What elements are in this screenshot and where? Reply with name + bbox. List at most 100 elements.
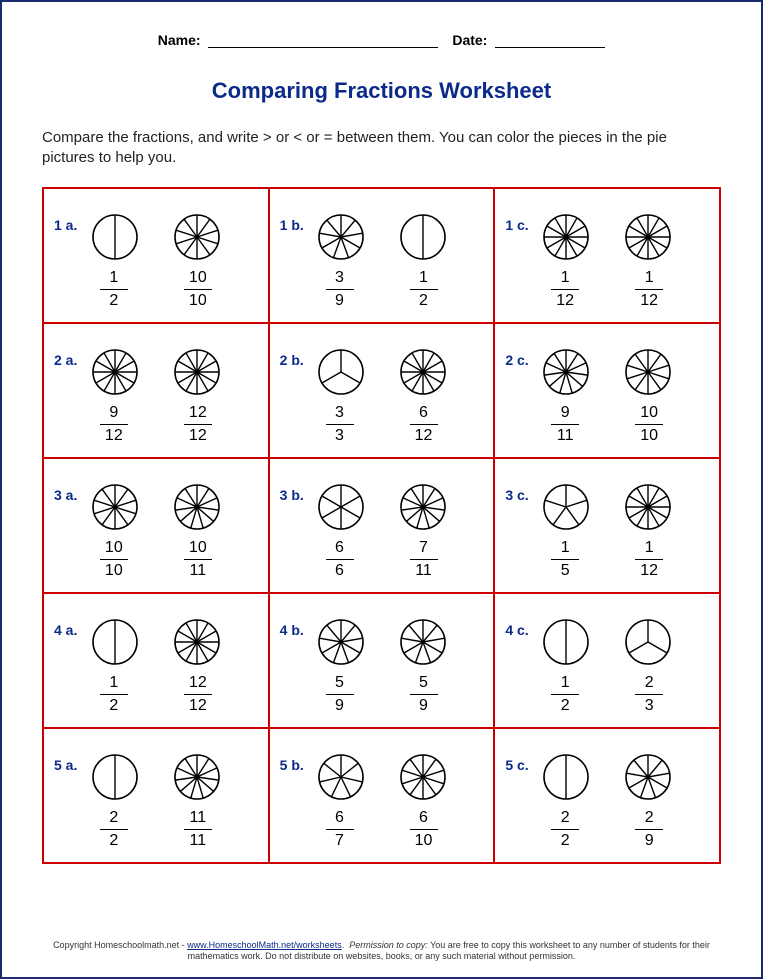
pie-icon [624,348,672,396]
fraction-denominator: 10 [100,559,128,580]
fraction-numerator: 1 [540,539,590,559]
header-line: Name: Date: [42,32,721,48]
pie-icon [624,618,672,666]
fraction-numerator: 6 [399,404,449,424]
fraction: 1 2 [540,674,590,715]
fraction-numerator: 1 [89,674,139,694]
pie-icon [317,213,365,261]
fraction-denominator: 3 [635,694,663,715]
pie-icon [91,483,139,531]
problem-grid: 1 a. 1 2 10 10 1 b. [42,187,721,864]
fraction-numerator: 1 [540,269,590,289]
date-label: Date: [452,32,487,48]
fraction-denominator: 12 [100,424,128,445]
fraction-numerator: 11 [173,809,223,829]
footer-link[interactable]: www.HomeschoolMath.net/worksheets [187,940,342,950]
name-label: Name: [158,32,201,48]
pie-icon [317,618,365,666]
pie-icon [173,348,221,396]
fraction: 6 7 [315,809,365,850]
fraction-denominator: 9 [326,694,354,715]
pie-icon [542,618,590,666]
fraction-denominator: 7 [326,829,354,850]
problem-cell: 5 a. 2 2 11 11 [43,728,269,863]
problem-cell: 2 a. 9 12 12 12 [43,323,269,458]
fraction-numerator: 9 [540,404,590,424]
name-blank[interactable] [208,47,438,48]
problem-cell: 1 c. 1 12 1 12 [494,188,720,323]
fraction: 1 2 [89,269,139,310]
fraction-denominator: 9 [326,289,354,310]
fraction-denominator: 2 [410,289,438,310]
fraction-denominator: 9 [410,694,438,715]
fraction: 2 9 [624,809,674,850]
fraction: 2 3 [624,674,674,715]
pie-icon [91,213,139,261]
fraction: 1 5 [540,539,590,580]
fraction-numerator: 3 [315,269,365,289]
fraction: 9 12 [89,404,139,445]
fraction-numerator: 1 [399,269,449,289]
fraction-numerator: 1 [624,269,674,289]
fraction-denominator: 6 [326,559,354,580]
fraction-denominator: 11 [184,829,212,850]
problem-label: 5 a. [54,757,77,773]
fraction-denominator: 9 [635,829,663,850]
pie-icon [399,213,447,261]
fraction-numerator: 6 [399,809,449,829]
footer-copyright: Copyright Homeschoolmath.net - [53,940,187,950]
problem-cell: 5 b. 6 7 6 10 [269,728,495,863]
problem-label: 5 b. [280,757,304,773]
fraction-numerator: 7 [399,539,449,559]
fraction-denominator: 10 [635,424,663,445]
fraction-numerator: 10 [624,404,674,424]
date-blank[interactable] [495,47,605,48]
pie-icon [542,213,590,261]
pie-icon [624,213,672,261]
problem-label: 1 b. [280,217,304,233]
fraction-denominator: 12 [184,424,212,445]
problem-cell: 2 c. 9 11 10 10 [494,323,720,458]
pie-icon [542,483,590,531]
fraction-denominator: 2 [100,694,128,715]
pie-icon [91,753,139,801]
fraction: 11 11 [173,809,223,850]
problem-cell: 2 b. 3 3 6 12 [269,323,495,458]
fraction: 5 9 [315,674,365,715]
fraction: 12 12 [173,674,223,715]
fraction: 1 2 [399,269,449,310]
fraction-numerator: 2 [624,809,674,829]
pie-icon [624,483,672,531]
fraction: 1 12 [624,269,674,310]
fraction-denominator: 11 [184,559,212,580]
problem-cell: 3 b. 6 6 7 11 [269,458,495,593]
fraction: 1 2 [89,674,139,715]
fraction-denominator: 11 [410,559,438,580]
fraction-numerator: 6 [315,809,365,829]
fraction: 6 6 [315,539,365,580]
fraction-denominator: 5 [551,559,579,580]
footer: Copyright Homeschoolmath.net - www.Homes… [42,940,721,963]
pie-icon [91,348,139,396]
problem-label: 1 c. [505,217,528,233]
fraction-numerator: 12 [173,674,223,694]
problem-cell: 1 b. 3 9 1 2 [269,188,495,323]
problem-cell: 4 a. 1 2 12 12 [43,593,269,728]
problem-label: 4 c. [505,622,528,638]
pie-icon [542,753,590,801]
fraction-numerator: 2 [624,674,674,694]
fraction-denominator: 2 [551,694,579,715]
problem-cell: 4 b. 5 9 5 9 [269,593,495,728]
pie-icon [624,753,672,801]
fraction: 6 10 [399,809,449,850]
problem-cell: 5 c. 2 2 2 9 [494,728,720,863]
page-title: Comparing Fractions Worksheet [42,78,721,104]
problem-label: 1 a. [54,217,77,233]
fraction: 3 3 [315,404,365,445]
fraction-numerator: 6 [315,539,365,559]
footer-perm-label: Permission to copy: [349,940,428,950]
pie-icon [173,618,221,666]
fraction-denominator: 12 [635,559,663,580]
fraction-denominator: 12 [184,694,212,715]
fraction-numerator: 9 [89,404,139,424]
